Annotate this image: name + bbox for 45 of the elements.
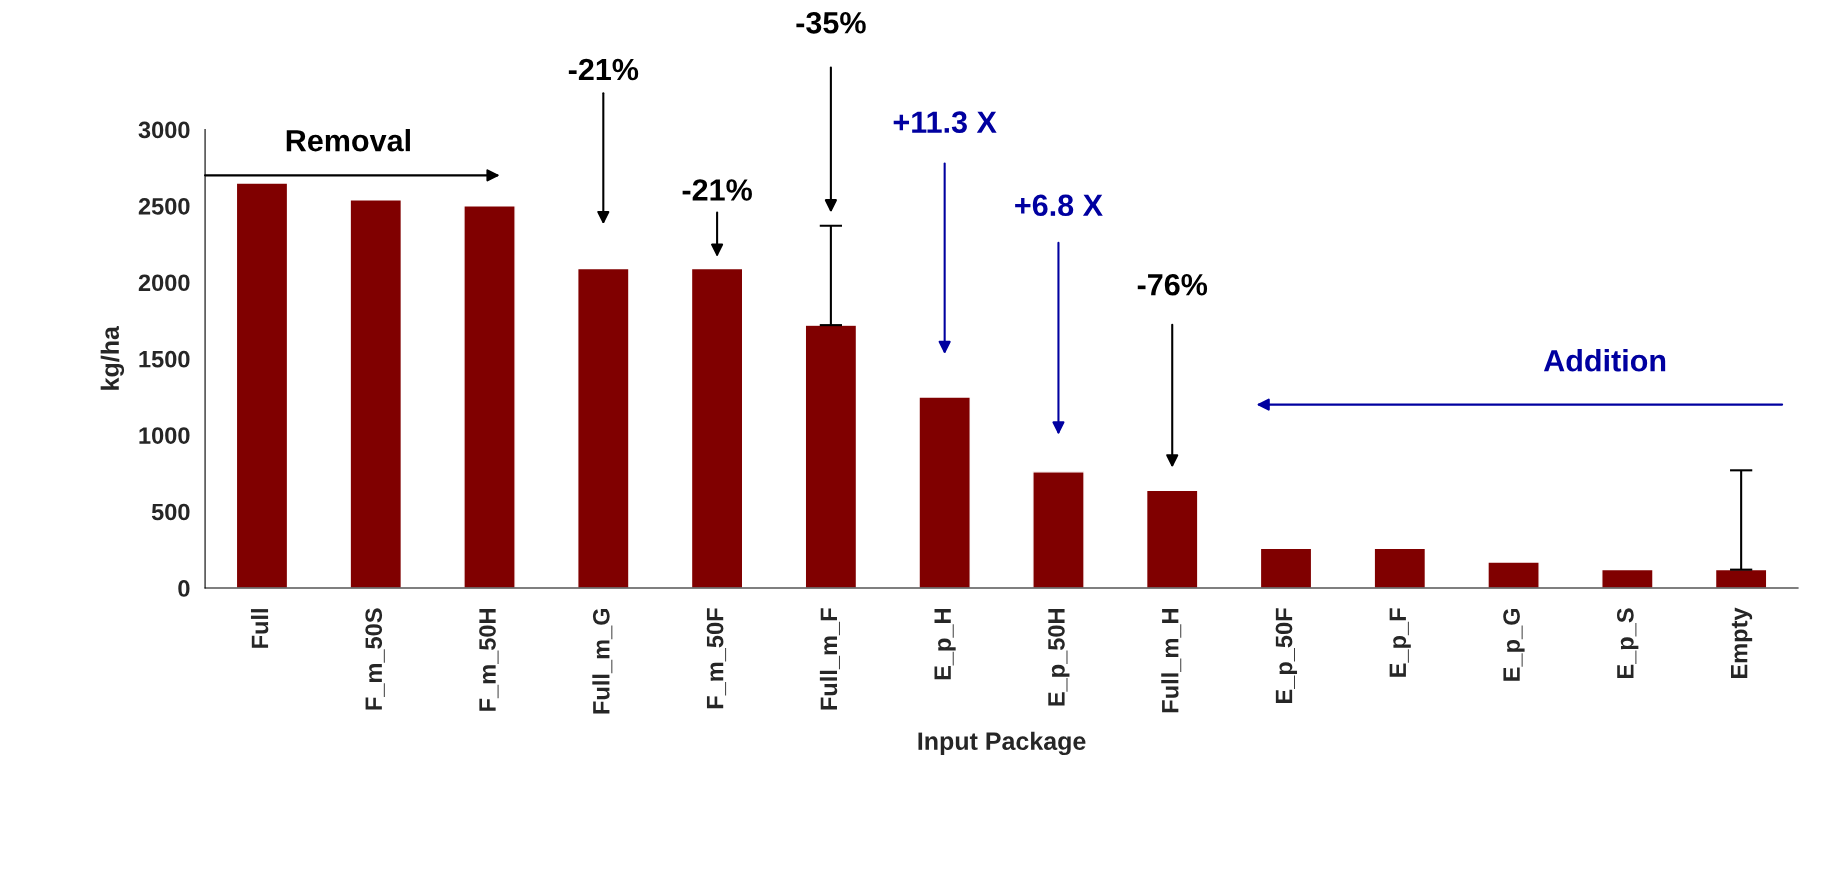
x-tick-label: Full_m_G (592, 608, 613, 714)
x-tick-label: E_p_50F (1275, 608, 1298, 703)
x-tick-label: E_p_S (1616, 608, 1639, 679)
y-tick-label: 2000 (138, 274, 190, 292)
x-tick-label: Empty (1731, 607, 1753, 679)
y-tick-label: 1500 (139, 350, 190, 368)
y-tick-label: 500 (151, 503, 190, 521)
x-tick-label: F_m_50S (365, 608, 385, 710)
y-tick-label: 2500 (138, 197, 190, 215)
y-tick-label: 0 (178, 580, 190, 597)
bar (918, 396, 971, 588)
bar (1259, 547, 1313, 588)
bar (349, 199, 403, 588)
annotation: Removal (286, 129, 410, 152)
x-tick-label: E_p_F (1389, 608, 1411, 677)
x-tick-label: E_p_H (934, 609, 956, 680)
annotation: Addition (1543, 349, 1666, 372)
annotation: -21% (682, 179, 752, 201)
bar (577, 267, 630, 588)
bar (1032, 471, 1085, 588)
x-tick-label: E_p_50H (1048, 609, 1070, 706)
x-tick-label: Full_m_F (819, 608, 840, 710)
bar (804, 324, 858, 588)
bar (1487, 561, 1540, 588)
y-axis-title: kg/ha (100, 325, 125, 390)
x-tick-label: F_m_50F (706, 608, 727, 709)
bar (463, 205, 516, 588)
bar (1145, 489, 1199, 588)
bar (1373, 547, 1427, 588)
x-axis-title: Input Package (918, 731, 1086, 756)
x-tick-label: Full_m_H (1161, 609, 1182, 713)
bar (235, 182, 289, 588)
annotation: +11.3 X (893, 111, 997, 134)
bar (1601, 568, 1654, 588)
bar (1714, 568, 1768, 588)
bar (690, 267, 744, 588)
y-tick-label: 3000 (138, 121, 190, 139)
x-tick-label: F_m_50H (479, 609, 499, 711)
x-tick-label: E_p_G (1503, 608, 1525, 681)
y-tick-label: 1000 (139, 427, 190, 444)
text: -35% (796, 11, 866, 34)
annotation: -76% (1137, 273, 1208, 296)
annotation: +6.8 X (1015, 194, 1103, 217)
text: -21% (568, 58, 639, 81)
x-tick-label: Full (250, 609, 269, 648)
